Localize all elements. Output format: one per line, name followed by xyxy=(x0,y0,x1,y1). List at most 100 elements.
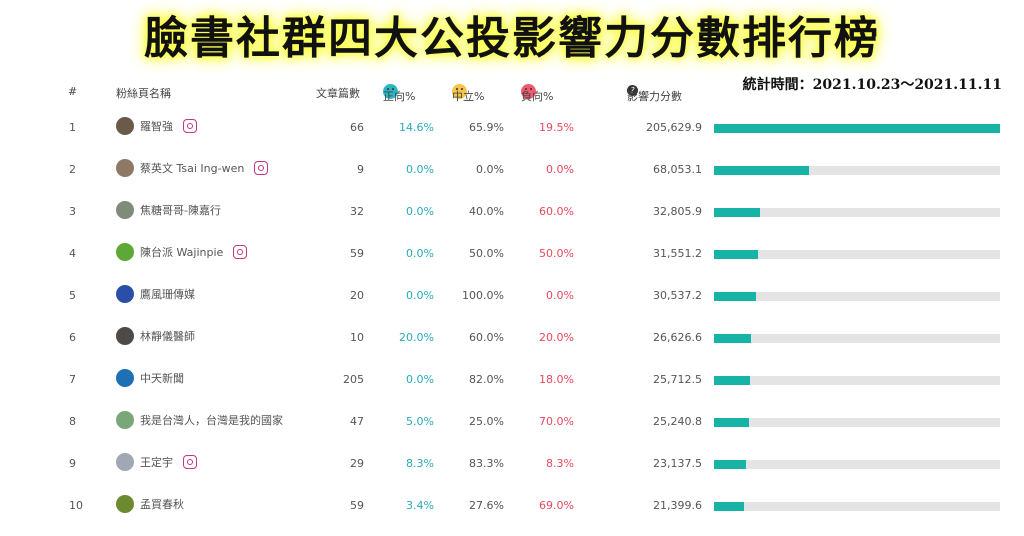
smile-face-icon xyxy=(383,84,398,99)
posts-cell: 205 xyxy=(343,373,364,386)
header-negative-label: 負向% xyxy=(521,90,554,103)
header-rank: # xyxy=(68,85,78,98)
score-bar-track xyxy=(714,250,1000,259)
score-bar-track xyxy=(714,418,1000,427)
score-cell: 205,629.9 xyxy=(646,121,702,134)
negative-cell: 70.0% xyxy=(539,415,574,428)
header-neutral[interactable]: 中立% xyxy=(452,84,484,103)
instagram-icon[interactable] xyxy=(233,245,248,259)
table-row[interactable]: 2 蔡英文 Tsai Ing-wen 9 0.0% 0.0% 0.0% 68,0… xyxy=(0,148,1024,190)
header-positive-label: 正向% xyxy=(383,90,416,103)
positive-cell: 8.3% xyxy=(406,457,434,470)
negative-cell: 19.5% xyxy=(539,121,574,134)
table-row[interactable]: 3 焦糖哥哥-陳嘉行 32 0.0% 40.0% 60.0% 32,805.9 xyxy=(0,190,1024,232)
page-name-cell[interactable]: 孟買春秋 xyxy=(116,495,184,513)
positive-cell: 3.4% xyxy=(406,499,434,512)
avatar xyxy=(116,453,134,471)
score-bar-track xyxy=(714,208,1000,217)
page-name[interactable]: 鷹風珊傳媒 xyxy=(140,288,195,301)
score-cell: 30,537.2 xyxy=(653,289,702,302)
neutral-cell: 83.3% xyxy=(469,457,504,470)
period-label: 統計時間：2021.10.23～2021.11.11 xyxy=(742,77,1002,93)
page-name-cell[interactable]: 陳台派 Wajinpie xyxy=(116,243,248,261)
positive-cell: 5.0% xyxy=(406,415,434,428)
page-name[interactable]: 焦糖哥哥-陳嘉行 xyxy=(140,204,221,217)
posts-cell: 66 xyxy=(350,121,364,134)
positive-cell: 0.0% xyxy=(406,205,434,218)
table-header: # 粉絲頁名稱 文章篇數 正向% 中立% 負向% 影響力分數 ? xyxy=(0,82,1024,103)
table-row[interactable]: 5 鷹風珊傳媒 20 0.0% 100.0% 0.0% 30,537.2 xyxy=(0,274,1024,316)
avatar xyxy=(116,495,134,513)
neutral-cell: 82.0% xyxy=(469,373,504,386)
rank-cell: 4 xyxy=(69,247,76,260)
posts-cell: 20 xyxy=(350,289,364,302)
negative-cell: 0.0% xyxy=(546,289,574,302)
page-name[interactable]: 陳台派 Wajinpie xyxy=(140,246,224,259)
table-row[interactable]: 6 林靜儀醫師 10 20.0% 60.0% 20.0% 26,626.6 xyxy=(0,316,1024,358)
page-name-cell[interactable]: 羅智強 xyxy=(116,117,197,135)
posts-cell: 29 xyxy=(350,457,364,470)
page-name[interactable]: 我是台灣人，台灣是我的國家 xyxy=(140,414,283,427)
avatar xyxy=(116,243,134,261)
score-bar-track xyxy=(714,166,1000,175)
page-name[interactable]: 蔡英文 Tsai Ing-wen xyxy=(140,162,245,175)
score-bar-fill xyxy=(714,292,756,301)
page-name[interactable]: 羅智強 xyxy=(140,120,173,133)
rank-cell: 1 xyxy=(69,121,76,134)
score-bar-track xyxy=(714,292,1000,301)
positive-cell: 20.0% xyxy=(399,331,434,344)
negative-cell: 20.0% xyxy=(539,331,574,344)
header-score[interactable]: 影響力分數 ? xyxy=(627,85,682,103)
page-name[interactable]: 林靜儀醫師 xyxy=(140,330,195,343)
score-cell: 31,551.2 xyxy=(653,247,702,260)
negative-cell: 18.0% xyxy=(539,373,574,386)
positive-cell: 0.0% xyxy=(406,289,434,302)
page-name[interactable]: 中天新聞 xyxy=(140,372,184,385)
page-name-cell[interactable]: 我是台灣人，台灣是我的國家 xyxy=(116,411,283,429)
positive-cell: 0.0% xyxy=(406,373,434,386)
page-name-cell[interactable]: 林靜儀醫師 xyxy=(116,327,195,345)
instagram-icon[interactable] xyxy=(183,455,197,469)
score-cell: 25,240.8 xyxy=(653,415,702,428)
header-name[interactable]: 粉絲頁名稱 xyxy=(116,87,171,100)
table-row[interactable]: 1 羅智強 66 14.6% 65.9% 19.5% 205,629.9 xyxy=(0,106,1024,148)
page-name-cell[interactable]: 鷹風珊傳媒 xyxy=(116,285,195,303)
score-bar-fill xyxy=(714,460,746,469)
page-name[interactable]: 孟買春秋 xyxy=(140,498,184,511)
score-cell: 23,137.5 xyxy=(653,457,702,470)
table-row[interactable]: 10 孟買春秋 59 3.4% 27.6% 69.0% 21,399.6 xyxy=(0,484,1024,526)
frown-face-icon xyxy=(521,84,536,99)
page-name-cell[interactable]: 蔡英文 Tsai Ing-wen xyxy=(116,159,269,177)
score-bar-track xyxy=(714,124,1000,133)
header-posts[interactable]: 文章篇數 xyxy=(316,87,360,100)
help-icon[interactable]: ? xyxy=(627,85,638,96)
page-name-cell[interactable]: 中天新聞 xyxy=(116,369,184,387)
page-name-cell[interactable]: 焦糖哥哥-陳嘉行 xyxy=(116,201,221,219)
negative-cell: 8.3% xyxy=(546,457,574,470)
banner-title: 臉書社群四大公投影響力分數排行榜 xyxy=(144,13,880,64)
positive-cell: 14.6% xyxy=(399,121,434,134)
neutral-cell: 0.0% xyxy=(476,163,504,176)
table-row[interactable]: 4 陳台派 Wajinpie 59 0.0% 50.0% 50.0% 31,55… xyxy=(0,232,1024,274)
score-bar-fill xyxy=(714,166,809,175)
avatar xyxy=(116,159,134,177)
page-name[interactable]: 王定宇 xyxy=(140,456,173,469)
header-negative[interactable]: 負向% xyxy=(521,84,553,103)
table-row[interactable]: 9 王定宇 29 8.3% 83.3% 8.3% 23,137.5 xyxy=(0,442,1024,484)
header-score-label: 影響力分數 xyxy=(627,90,682,103)
page-name-cell[interactable]: 王定宇 xyxy=(116,453,197,471)
posts-cell: 32 xyxy=(350,205,364,218)
rank-cell: 7 xyxy=(69,373,76,386)
rank-cell: 9 xyxy=(69,457,76,470)
instagram-icon[interactable] xyxy=(183,119,197,133)
header-positive[interactable]: 正向% xyxy=(383,84,415,103)
table-row[interactable]: 8 我是台灣人，台灣是我的國家 47 5.0% 25.0% 70.0% 25,2… xyxy=(0,400,1024,442)
instagram-icon[interactable] xyxy=(254,161,269,175)
neutral-cell: 100.0% xyxy=(462,289,504,302)
banner: 臉書社群四大公投影響力分數排行榜 xyxy=(0,4,1024,74)
posts-cell: 9 xyxy=(357,163,364,176)
score-bar-track xyxy=(714,502,1000,511)
score-bar-track xyxy=(714,334,1000,343)
table-row[interactable]: 7 中天新聞 205 0.0% 82.0% 18.0% 25,712.5 xyxy=(0,358,1024,400)
posts-cell: 59 xyxy=(350,499,364,512)
